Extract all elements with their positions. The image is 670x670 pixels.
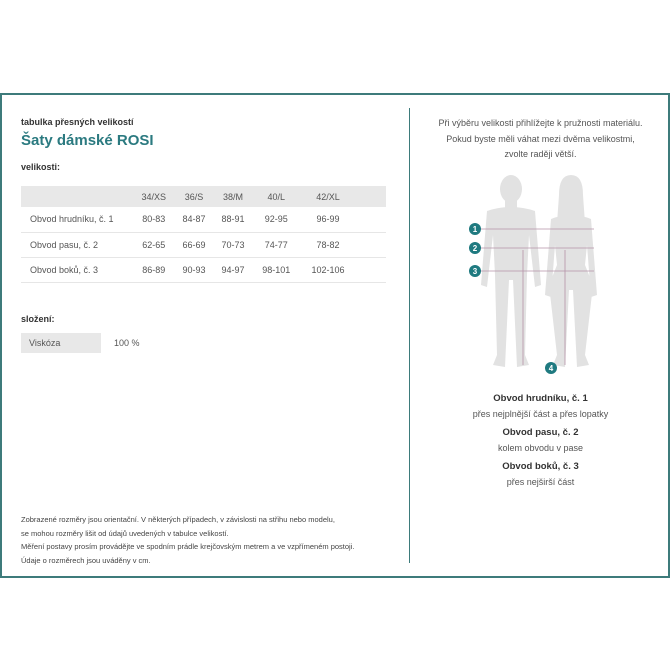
measurement-name: Obvod boků, č. 3 [502, 461, 579, 472]
measurement-desc: přes nejplnější část a přes lopatky [472, 409, 609, 419]
cell: 80-83 [133, 207, 175, 233]
footnote-line: Údaje o rozměrech jsou uváděny v cm. [21, 556, 151, 566]
table-row: Obvod boků, č. 3 86-89 90-93 94-97 98-101 102… [21, 257, 386, 283]
measurement-desc: kolem obvodu v pase [497, 443, 584, 453]
cell: 84-87 [174, 207, 214, 233]
table-row: Obvod pasu, č. 2 62-65 66-69 70-73 74-77 78-8… [21, 232, 386, 258]
cell: 94-97 [213, 257, 253, 283]
table-header: 34/XS 36/S 38/M 40/L 42/XL [21, 186, 386, 207]
marker-2: 2 [473, 244, 478, 253]
cell: 92-95 [252, 207, 301, 233]
footnote-line: se mohou rozměry lišit od údajů uvedenýc… [21, 528, 229, 538]
page-title: Šaty dámské ROSI [21, 132, 154, 149]
sizes-label: velikosti: [21, 162, 61, 172]
row-label: Obvod boků, č. 3 [21, 257, 133, 283]
advice-line: Pokud byste měli váhat mezi dvěma veliko… [446, 133, 635, 144]
table-row: Obvod hrudníku, č. 1 80-83 84-87 88-91 92-95… [21, 207, 386, 233]
cell: 90-93 [174, 257, 214, 283]
cell: 66-69 [174, 232, 214, 258]
frame [0, 93, 670, 578]
cell: 102-106 [300, 257, 356, 283]
header-cell: 38/M [213, 186, 253, 207]
divider [409, 108, 410, 563]
footnote-line: Zobrazené rozměry jsou orientační. V něk… [21, 515, 335, 524]
marker-3: 3 [473, 267, 478, 276]
body-measurement-figure: 1 2 3 4 [469, 175, 597, 374]
size-table: 34/XS 36/S 38/M 40/L 42/XL Obvod hrudník… [21, 186, 386, 283]
cell: 96-99 [300, 207, 356, 233]
cell: 62-65 [133, 232, 175, 258]
cell: 86-89 [133, 257, 175, 283]
header-cell [21, 186, 133, 207]
measurement-desc: přes nejširší část [506, 477, 575, 487]
composition-label: složení: [21, 314, 55, 324]
material-percent: 100 % [114, 338, 140, 348]
material: Viskóza [21, 333, 101, 353]
cell: 98-101 [252, 257, 301, 283]
row-label: Obvod pasu, č. 2 [21, 232, 133, 258]
row-label: Obvod hrudníku, č. 1 [21, 207, 133, 233]
measurement-name: Obvod pasu, č. 2 [502, 427, 579, 438]
cell: 88-91 [213, 207, 253, 233]
header-cell: 36/S [174, 186, 214, 207]
measurement-name: Obvod hrudníku, č. 1 [493, 393, 588, 404]
header-cell: 34/XS [133, 186, 175, 207]
footnote-line: Měření postavy prosím provádějte ve spod… [21, 542, 355, 552]
marker-4: 4 [549, 364, 554, 373]
header-cell: 42/XL [300, 186, 356, 207]
cell: 78-82 [300, 232, 356, 258]
advice-line: zvolte raději větší. [504, 149, 577, 159]
subtitle: tabulka přesných velikostí [21, 117, 134, 127]
marker-1: 1 [473, 225, 478, 234]
advice-line: Při výběru velikosti přihlížejte k pružn… [438, 118, 643, 128]
footnote: Zobrazené rozměry jsou orientační. V něk… [21, 513, 354, 568]
measurement-legend: Obvod hrudníku, č. 1 přes nejplnější čás… [411, 393, 670, 487]
header-cell: 40/L [252, 186, 301, 207]
advice: Při výběru velikosti přihlížejte k pružn… [411, 116, 670, 163]
male-silhouette [481, 175, 541, 367]
cell: 74-77 [252, 232, 301, 258]
female-silhouette [545, 175, 597, 367]
cell: 70-73 [213, 232, 253, 258]
